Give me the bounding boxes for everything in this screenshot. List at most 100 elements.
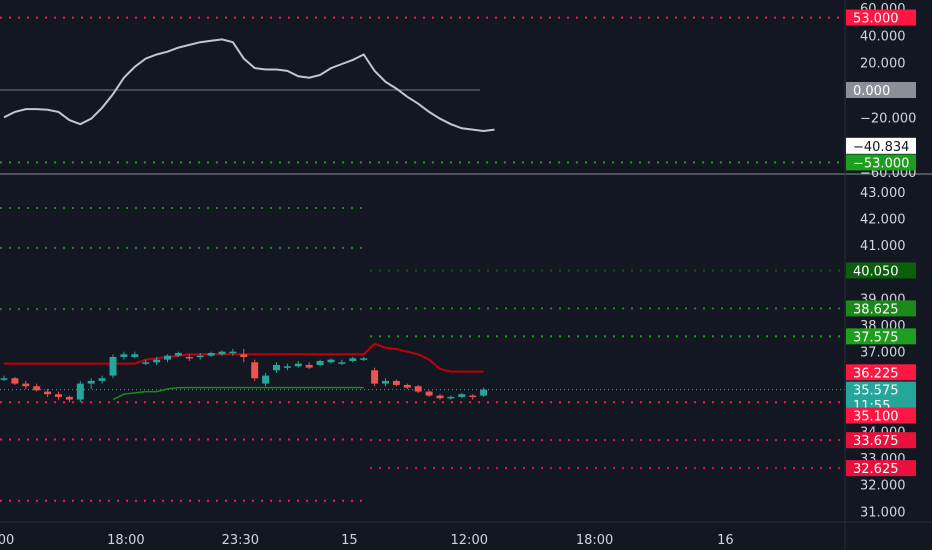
price-tag: 32.625 <box>846 460 916 477</box>
candle-up[interactable] <box>120 354 128 357</box>
candle-up[interactable] <box>142 362 150 364</box>
price-tick-label: 31.000 <box>860 505 906 520</box>
price-tag-label: 36.225 <box>853 366 899 381</box>
candle-up[interactable] <box>360 358 368 360</box>
price-tags: 53.000 0.000 −40.834−53.000 40.050 38.625 37.… <box>846 9 916 477</box>
oscillator-tick-label: 40.000 <box>860 29 906 44</box>
oscillator-tick-label: 20.000 <box>860 57 906 72</box>
price-tag: 37.575 <box>846 328 916 345</box>
candle-down[interactable] <box>469 395 477 398</box>
candle-down[interactable] <box>44 391 52 395</box>
candle-up[interactable] <box>0 378 8 380</box>
candle-down[interactable] <box>185 356 193 359</box>
candle-up[interactable] <box>349 358 357 361</box>
time-tick-label: 12:00 <box>451 533 488 548</box>
price-tick-label: 42.000 <box>860 213 906 228</box>
candle-up[interactable] <box>196 355 204 358</box>
candle-down[interactable] <box>371 370 379 384</box>
candle-up[interactable] <box>207 352 215 356</box>
price-tag-background <box>846 407 916 424</box>
candle-up[interactable] <box>338 362 346 364</box>
candle-up[interactable] <box>262 375 270 384</box>
candle-up[interactable] <box>164 355 171 360</box>
time-axis[interactable]: 00 18:00 23:30 15 12:00 18:00 16 <box>0 521 932 548</box>
candle-down[interactable] <box>65 396 73 400</box>
price-tag-background <box>846 9 916 26</box>
candle-up[interactable] <box>283 366 291 368</box>
candle-up[interactable] <box>229 351 237 354</box>
candle-up[interactable] <box>153 359 161 363</box>
lower-band-line <box>112 386 364 401</box>
price-tag-label: −40.834 <box>853 140 909 155</box>
oscillator-line <box>3 38 495 133</box>
candle-down[interactable] <box>55 394 62 397</box>
candle-up[interactable] <box>480 389 488 396</box>
price-tag-label: 35.575 <box>853 384 899 399</box>
time-tick-label: 23:30 <box>222 533 259 548</box>
candle-up[interactable] <box>447 396 455 399</box>
price-tag-background <box>846 432 916 449</box>
price-tag: 38.625 <box>846 300 916 317</box>
price-tag: 35.100 <box>846 407 916 425</box>
candle-up[interactable] <box>174 352 182 356</box>
candle-down[interactable] <box>425 391 433 396</box>
time-tick-label: 15 <box>341 533 358 548</box>
price-tag-background <box>846 137 916 154</box>
price-tick-label: 41.000 <box>860 239 906 254</box>
candle-down[interactable] <box>403 384 411 388</box>
price-tag: 33.675 <box>846 432 916 449</box>
candle-down[interactable] <box>240 354 248 357</box>
price-tag: −40.834 <box>846 137 916 155</box>
price-tag-background <box>846 328 916 345</box>
time-tick-label: 18:00 <box>107 533 144 548</box>
candle-up[interactable] <box>294 363 302 367</box>
candle-up[interactable] <box>273 364 280 371</box>
candle-down[interactable] <box>414 386 422 392</box>
candle-down[interactable] <box>22 383 30 387</box>
candle-up[interactable] <box>327 359 335 363</box>
candle-down[interactable] <box>392 380 400 385</box>
price-tag-label: 33.675 <box>853 434 899 449</box>
price-tag: 40.050 <box>846 262 916 279</box>
price-pane[interactable] <box>0 206 845 502</box>
candle-down[interactable] <box>251 362 259 379</box>
price-tag-background <box>846 460 916 477</box>
candle-up[interactable] <box>98 378 106 381</box>
candle-up[interactable] <box>131 354 139 357</box>
price-tag-background <box>846 262 916 279</box>
price-tag-label: 0.000 <box>853 84 890 99</box>
price-tag-label: 32.625 <box>853 462 899 477</box>
price-tag: 53.000 <box>846 9 916 27</box>
price-tag-background <box>846 381 916 398</box>
candle-up[interactable] <box>87 380 95 384</box>
price-tag: 35.575 <box>846 381 916 399</box>
price-tag-label: 53.000 <box>853 12 899 27</box>
price-tag-background <box>846 154 916 171</box>
price-tick-label: 37.000 <box>860 346 906 361</box>
price-tag-label: 40.050 <box>853 264 899 279</box>
candle-up[interactable] <box>382 380 389 384</box>
oscillator-tick-label: −20.000 <box>860 111 916 126</box>
price-tag-background <box>846 82 916 98</box>
candle-down[interactable] <box>436 395 444 399</box>
candle-down[interactable] <box>33 386 41 391</box>
candle-up[interactable] <box>76 383 84 400</box>
candle-up[interactable] <box>458 394 466 397</box>
price-tag-background <box>846 364 916 381</box>
candle-up[interactable] <box>109 356 117 376</box>
price-tag-label: 38.625 <box>853 302 899 317</box>
time-tick-label: 00 <box>0 533 14 548</box>
candle-up[interactable] <box>316 360 324 365</box>
time-tick-label: 16 <box>717 533 734 548</box>
candle-down[interactable] <box>11 378 19 384</box>
time-tick-label: 18:00 <box>576 533 613 548</box>
price-tick-label: 43.000 <box>860 186 906 201</box>
price-tag-background <box>846 300 916 317</box>
price-tag-label: −53.000 <box>853 156 909 171</box>
price-tag-label: 35.100 <box>853 410 899 425</box>
candle-down[interactable] <box>305 364 313 368</box>
candle-up[interactable] <box>218 351 226 355</box>
